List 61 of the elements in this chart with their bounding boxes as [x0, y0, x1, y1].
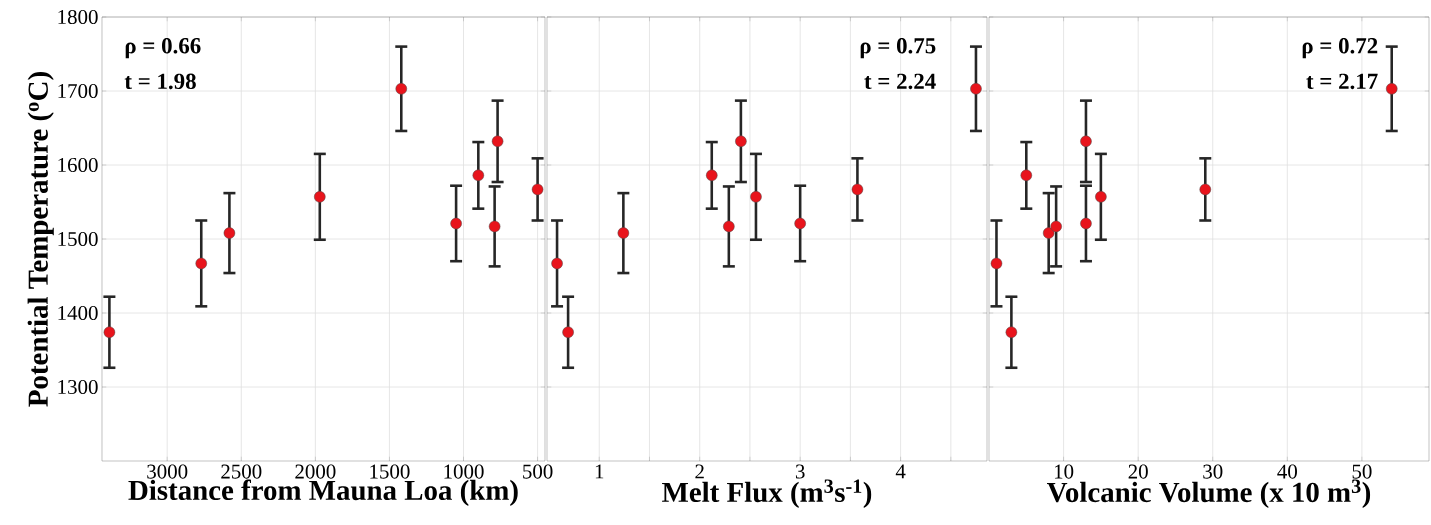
- point: [851, 183, 864, 196]
- point: [491, 135, 504, 148]
- x-tick-label: 40: [1277, 464, 1297, 479]
- point: [223, 227, 236, 239]
- y-tick-label: 1800: [58, 9, 98, 25]
- y-tick-label: 1500: [58, 231, 98, 247]
- point: [1199, 183, 1212, 196]
- annotation: t = 1.98: [124, 73, 196, 90]
- annotation: t = 2.24: [864, 73, 936, 90]
- point: [1005, 326, 1018, 338]
- x-tick-label: 2: [695, 464, 704, 479]
- point: [488, 220, 501, 233]
- point: [1020, 169, 1033, 182]
- point: [1080, 217, 1092, 230]
- point: [531, 183, 544, 196]
- x-tick-label: 3: [795, 464, 805, 479]
- y-tick-label: 1400: [58, 305, 98, 321]
- point: [750, 191, 762, 203]
- point: [314, 191, 326, 203]
- x-tick-label: 1: [595, 464, 604, 479]
- y-axis-title: Potential Temperature ($^{o}$C): [27, 72, 54, 407]
- x-tick-label: 10: [1054, 464, 1074, 479]
- annotation: ρ = 0.72: [1302, 38, 1378, 59]
- annotation: ρ = 0.66: [125, 38, 201, 59]
- point: [794, 217, 806, 230]
- x-tick-label: 3000: [147, 464, 188, 479]
- x-tick-label: 1000: [444, 464, 484, 479]
- point: [706, 169, 718, 182]
- point: [970, 83, 982, 95]
- point: [1385, 83, 1398, 95]
- point: [1095, 191, 1107, 203]
- point: [1042, 227, 1055, 239]
- point: [1050, 220, 1062, 233]
- x-axis-title: Volcanic Volume (x 10 m$^{3}$): [1047, 479, 1371, 509]
- x-tick-label: 2000: [295, 464, 336, 479]
- point: [1080, 135, 1092, 148]
- y-tick-label: 1600: [58, 157, 98, 173]
- x-tick-label: 30: [1203, 464, 1223, 479]
- x-tick-label: 1500: [370, 464, 410, 479]
- point: [395, 83, 408, 95]
- x-axis-title: Melt Flux (m$^{3}$s$^{-1}$): [662, 479, 872, 508]
- x-tick-label: 50: [1352, 464, 1372, 479]
- annotation: t = 2.17: [1306, 73, 1378, 90]
- point: [450, 217, 462, 230]
- x-tick-label: 20: [1128, 464, 1148, 479]
- y-tick-label: 1700: [58, 83, 98, 99]
- point: [617, 227, 630, 239]
- point: [562, 326, 574, 338]
- point: [723, 220, 735, 233]
- point: [990, 257, 1003, 270]
- point: [551, 257, 563, 270]
- annotation: ρ = 0.75: [860, 38, 936, 59]
- x-tick-label: 500: [523, 464, 553, 479]
- point: [103, 326, 116, 338]
- x-tick-label: 4: [895, 464, 906, 479]
- y-tick-label: 1300: [58, 379, 98, 395]
- x-axis-title: Distance from Mauna Loa (km): [128, 479, 518, 506]
- point: [472, 169, 485, 182]
- x-tick-label: 2500: [221, 464, 262, 479]
- point: [735, 135, 747, 148]
- point: [195, 257, 208, 270]
